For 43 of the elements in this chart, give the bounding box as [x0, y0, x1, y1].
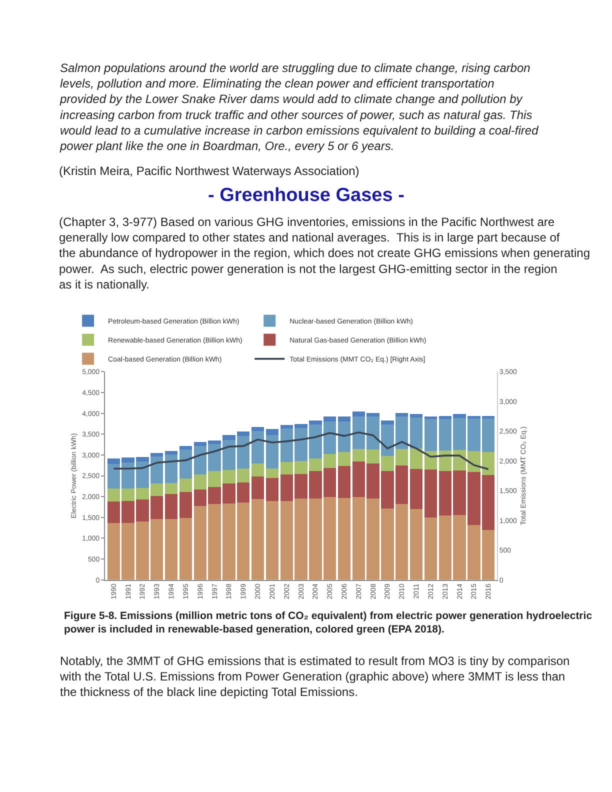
bar: [410, 418, 423, 448]
bar: [424, 470, 438, 518]
text: Salmon populations around the world are struggling due to climate change, rising carbon levels, pollution and more. Eliminating the clean power and efficient transportation provided by the Lower Snake River dams would add to climate change and pollution by increasing carbon from truck traffic and other sources of power, such as natural gas. This would lead to a cumulative increase in carbon emissions equivalent to building a coal-fired power plant like the one in Boardman, Ore., every 5 or 6 years.: [59, 61, 539, 153]
bar: [179, 518, 192, 580]
bar: [164, 482, 178, 494]
bar: [266, 434, 279, 468]
line-series: [112, 431, 490, 470]
text: (Chapter 3, 3-977) Based on various GHG inventories, emissions in the Pacific Northwest are generally low compared to other states and national averages. This is in large part because of the abundance of hydropower in the region, which does not create GHG emissions when generating power. As such, electric power generation is not the largest GHG-emitting sector in the region as it is nationally.: [59, 215, 590, 292]
bar: [396, 412, 408, 417]
bar: [251, 499, 264, 580]
bar: [338, 416, 351, 422]
bar: [179, 478, 192, 492]
bar: [164, 450, 178, 455]
bar: [424, 517, 438, 580]
text: (Kristin Meira, Pacific Northwest Waterways Association): [59, 164, 360, 178]
bar: [338, 466, 351, 498]
bar: [338, 452, 351, 466]
bar: [410, 469, 423, 510]
bar: [179, 450, 192, 478]
bar: [266, 501, 279, 580]
bar: [150, 452, 164, 457]
text: Notably, the 3MMT of GHG emissions that is estimated to result from MO3 is tiny by comparison with the Total U.S. Emissions from Power Generation (graphic above) where 3MMT is less than the thickness of the black line depicting Total Emissions.: [59, 654, 570, 700]
bar: [266, 468, 279, 478]
caption: Figure 5-8. Emissions (million metric tons of CO₂ equivalent) from electric power generation hydroelectric power is included in renewable-based generation, colored green (EPA 2018).: [64, 610, 592, 636]
bar: [179, 492, 192, 518]
bar: [410, 414, 423, 418]
bar: [266, 429, 279, 435]
bar: [338, 421, 351, 452]
bar: [164, 519, 178, 580]
bar: [164, 454, 178, 483]
bar: [266, 478, 279, 502]
bar: [338, 498, 351, 580]
text: - Greenhouse Gases -: [208, 185, 404, 206]
bar: [251, 476, 264, 500]
bar: [251, 427, 264, 431]
bar: [164, 494, 178, 520]
bar: [251, 430, 264, 464]
bar: [410, 448, 423, 470]
bar: [179, 446, 192, 450]
bar: [424, 419, 438, 451]
bar: [251, 464, 264, 477]
bar: [381, 420, 394, 425]
bar: [410, 509, 423, 580]
